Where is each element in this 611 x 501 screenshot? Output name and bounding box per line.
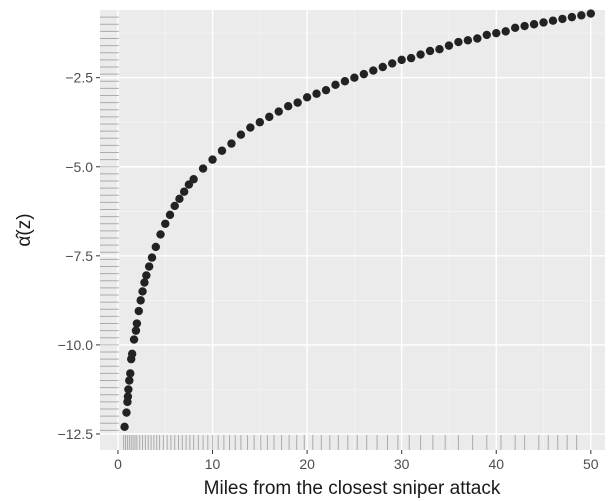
data-point — [144, 262, 154, 271]
grid-lines — [100, 10, 605, 450]
x-axis: 0 10 20 30 40 50 — [114, 450, 599, 472]
data-point — [198, 164, 208, 173]
data-point — [397, 55, 406, 65]
data-point — [123, 392, 133, 401]
data-point — [134, 306, 143, 316]
data-point — [444, 41, 454, 50]
data-point — [151, 242, 160, 252]
y-tick-label: −12.5 — [58, 426, 94, 442]
data-point — [274, 107, 283, 116]
data-point — [302, 93, 312, 102]
data-point — [208, 155, 217, 164]
data-point — [236, 130, 246, 139]
data-point — [539, 18, 548, 27]
data-point — [586, 9, 596, 18]
data-point — [179, 187, 189, 196]
data-point — [156, 230, 165, 239]
y-tick-label: −2.5 — [65, 70, 93, 86]
data-point — [265, 112, 274, 122]
data-point — [124, 385, 133, 394]
x-tick-label: 0 — [114, 456, 122, 472]
data-point — [548, 16, 558, 25]
data-point — [331, 80, 340, 90]
plot-panel — [100, 10, 605, 450]
data-point — [122, 408, 131, 417]
data-points — [120, 9, 596, 432]
y-tick-label: −5.0 — [65, 159, 93, 175]
rug-marks — [100, 16, 578, 450]
data-point — [321, 85, 331, 95]
data-point — [577, 11, 586, 20]
data-point — [129, 335, 139, 344]
x-axis-title: Miles from the closest sniper attack — [204, 478, 501, 499]
data-point — [350, 73, 359, 82]
x-tick-label: 40 — [488, 456, 504, 472]
data-point — [217, 146, 227, 155]
data-point — [520, 21, 529, 31]
data-point — [165, 210, 175, 220]
data-point — [127, 349, 137, 359]
x-tick-label: 20 — [299, 456, 315, 472]
y-axis: −12.5 −10.0 −7.5 −5.0 −2.5 — [58, 70, 100, 442]
data-point — [126, 369, 135, 378]
data-point — [283, 101, 293, 111]
data-point — [125, 376, 134, 385]
data-point — [136, 296, 145, 305]
data-point — [501, 27, 510, 36]
x-tick-label: 30 — [394, 456, 410, 472]
data-point — [147, 253, 157, 262]
data-point — [492, 28, 501, 38]
data-point — [312, 89, 321, 98]
data-point — [359, 69, 369, 79]
y-axis-title: α̂(z) — [14, 213, 35, 246]
data-point — [425, 46, 435, 56]
data-point — [482, 30, 491, 40]
data-point — [175, 194, 184, 204]
data-point — [131, 326, 141, 335]
data-point — [378, 62, 387, 72]
data-point — [227, 139, 236, 148]
data-point — [463, 36, 473, 45]
data-point — [189, 175, 198, 184]
data-point — [567, 12, 577, 22]
x-tick-label: 10 — [205, 456, 221, 472]
data-point — [406, 53, 416, 63]
data-point — [454, 37, 463, 47]
data-point — [388, 59, 397, 68]
data-point — [138, 287, 147, 296]
data-point — [558, 14, 567, 24]
data-point — [416, 50, 425, 59]
data-point — [510, 23, 520, 33]
data-point — [140, 278, 149, 287]
data-point — [246, 123, 255, 132]
data-point — [161, 219, 170, 228]
data-point — [369, 66, 378, 75]
x-tick-label: 50 — [583, 456, 599, 472]
data-point — [529, 20, 539, 29]
data-point — [435, 44, 444, 54]
data-point — [132, 319, 142, 328]
data-point — [293, 98, 302, 107]
data-point — [170, 201, 179, 211]
data-point — [142, 271, 151, 280]
y-tick-label: −7.5 — [65, 248, 93, 264]
data-point — [120, 422, 129, 432]
data-point — [255, 118, 265, 127]
data-point — [340, 77, 350, 86]
y-tick-label: −10.0 — [58, 337, 94, 353]
data-point — [473, 34, 482, 43]
